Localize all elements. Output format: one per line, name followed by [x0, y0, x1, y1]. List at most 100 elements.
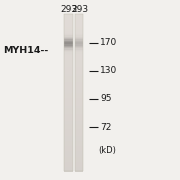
- Text: 293: 293: [60, 5, 77, 14]
- Bar: [64, 144, 73, 145]
- Bar: [75, 114, 83, 115]
- Bar: [75, 98, 83, 100]
- Bar: [64, 103, 73, 105]
- Bar: [64, 65, 73, 67]
- Bar: [75, 168, 83, 170]
- Bar: [64, 100, 73, 102]
- Bar: [75, 91, 83, 93]
- Bar: [75, 52, 83, 54]
- Bar: [75, 56, 83, 58]
- Bar: [75, 67, 83, 68]
- Bar: [64, 44, 73, 46]
- Bar: [75, 134, 83, 136]
- Bar: [75, 25, 83, 27]
- Bar: [75, 120, 83, 122]
- Bar: [64, 108, 73, 110]
- Bar: [64, 116, 73, 118]
- Bar: [75, 63, 83, 64]
- Bar: [64, 24, 73, 25]
- Bar: [75, 153, 83, 155]
- Bar: [75, 170, 83, 172]
- Text: MYH14--: MYH14--: [4, 46, 49, 55]
- Bar: [64, 112, 73, 114]
- Bar: [64, 91, 73, 93]
- Bar: [75, 61, 83, 63]
- Bar: [64, 37, 73, 39]
- Bar: [64, 136, 73, 138]
- Bar: [75, 77, 83, 79]
- Bar: [64, 170, 73, 172]
- Bar: [75, 27, 83, 29]
- Bar: [64, 17, 73, 19]
- Bar: [75, 142, 83, 144]
- Bar: [64, 14, 73, 16]
- Bar: [64, 159, 73, 161]
- Text: 130: 130: [100, 66, 117, 75]
- Text: (kD): (kD): [99, 146, 116, 155]
- Bar: [64, 138, 73, 140]
- Text: 293: 293: [71, 5, 88, 14]
- Bar: [75, 55, 83, 57]
- Bar: [64, 166, 73, 168]
- Bar: [75, 14, 83, 171]
- Bar: [75, 17, 83, 19]
- Bar: [75, 90, 83, 92]
- Bar: [64, 146, 73, 148]
- Bar: [75, 72, 83, 74]
- Bar: [75, 46, 83, 48]
- Bar: [64, 71, 73, 72]
- Bar: [75, 47, 83, 49]
- Bar: [75, 118, 83, 119]
- Bar: [64, 124, 73, 126]
- Bar: [64, 35, 73, 37]
- Bar: [64, 60, 73, 62]
- Bar: [64, 89, 73, 91]
- Bar: [64, 133, 73, 135]
- Bar: [75, 112, 83, 114]
- Bar: [64, 87, 73, 89]
- Bar: [75, 111, 83, 113]
- Bar: [64, 167, 73, 169]
- Bar: [75, 59, 83, 61]
- Bar: [64, 20, 73, 21]
- Bar: [75, 102, 83, 104]
- Bar: [64, 48, 73, 50]
- Bar: [64, 115, 73, 117]
- Bar: [64, 16, 73, 17]
- Bar: [75, 154, 83, 156]
- Bar: [64, 40, 73, 42]
- Bar: [75, 64, 83, 66]
- Bar: [75, 21, 83, 23]
- Bar: [64, 76, 73, 78]
- Bar: [75, 157, 83, 158]
- Bar: [75, 124, 83, 126]
- Bar: [64, 72, 73, 74]
- Bar: [64, 149, 73, 151]
- Bar: [75, 33, 83, 35]
- Bar: [75, 138, 83, 140]
- Bar: [75, 71, 83, 72]
- Bar: [75, 84, 83, 85]
- Bar: [64, 162, 73, 164]
- Bar: [75, 34, 83, 36]
- Bar: [75, 167, 83, 169]
- Bar: [75, 128, 83, 130]
- Bar: [75, 14, 83, 16]
- Bar: [64, 42, 73, 44]
- Bar: [75, 78, 83, 80]
- Bar: [75, 73, 83, 75]
- Bar: [64, 114, 73, 115]
- Bar: [64, 86, 73, 88]
- Bar: [75, 162, 83, 164]
- Bar: [64, 141, 73, 143]
- Bar: [64, 82, 73, 84]
- Text: 72: 72: [100, 123, 111, 132]
- Bar: [64, 153, 73, 155]
- Bar: [75, 81, 83, 83]
- Bar: [64, 90, 73, 92]
- Bar: [64, 94, 73, 96]
- Bar: [64, 154, 73, 156]
- Bar: [64, 155, 73, 157]
- Bar: [64, 22, 73, 24]
- Bar: [64, 161, 73, 162]
